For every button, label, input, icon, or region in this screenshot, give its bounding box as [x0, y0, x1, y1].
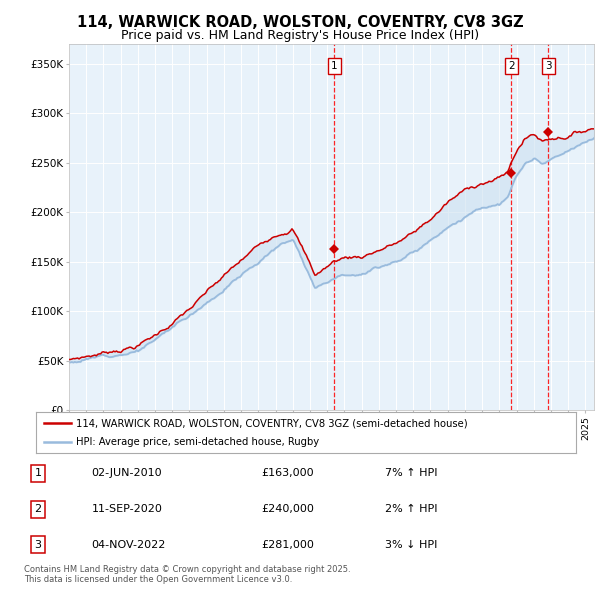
Text: HPI: Average price, semi-detached house, Rugby: HPI: Average price, semi-detached house,… [77, 437, 320, 447]
Text: 2: 2 [508, 61, 515, 71]
Text: 1: 1 [35, 468, 41, 478]
Text: 1: 1 [331, 61, 338, 71]
Text: 7% ↑ HPI: 7% ↑ HPI [385, 468, 437, 478]
Text: Price paid vs. HM Land Registry's House Price Index (HPI): Price paid vs. HM Land Registry's House … [121, 30, 479, 42]
Text: £281,000: £281,000 [261, 540, 314, 550]
Text: Contains HM Land Registry data © Crown copyright and database right 2025.
This d: Contains HM Land Registry data © Crown c… [24, 565, 350, 584]
Text: 114, WARWICK ROAD, WOLSTON, COVENTRY, CV8 3GZ: 114, WARWICK ROAD, WOLSTON, COVENTRY, CV… [77, 15, 523, 30]
Text: 2% ↑ HPI: 2% ↑ HPI [385, 504, 437, 514]
Text: 3: 3 [545, 61, 551, 71]
Text: 11-SEP-2020: 11-SEP-2020 [92, 504, 163, 514]
Text: 3% ↓ HPI: 3% ↓ HPI [385, 540, 437, 550]
Text: £163,000: £163,000 [261, 468, 314, 478]
Text: 04-NOV-2022: 04-NOV-2022 [92, 540, 166, 550]
Text: 02-JUN-2010: 02-JUN-2010 [92, 468, 163, 478]
Text: 3: 3 [35, 540, 41, 550]
Text: 2: 2 [35, 504, 41, 514]
Text: 114, WARWICK ROAD, WOLSTON, COVENTRY, CV8 3GZ (semi-detached house): 114, WARWICK ROAD, WOLSTON, COVENTRY, CV… [77, 418, 468, 428]
Text: £240,000: £240,000 [261, 504, 314, 514]
